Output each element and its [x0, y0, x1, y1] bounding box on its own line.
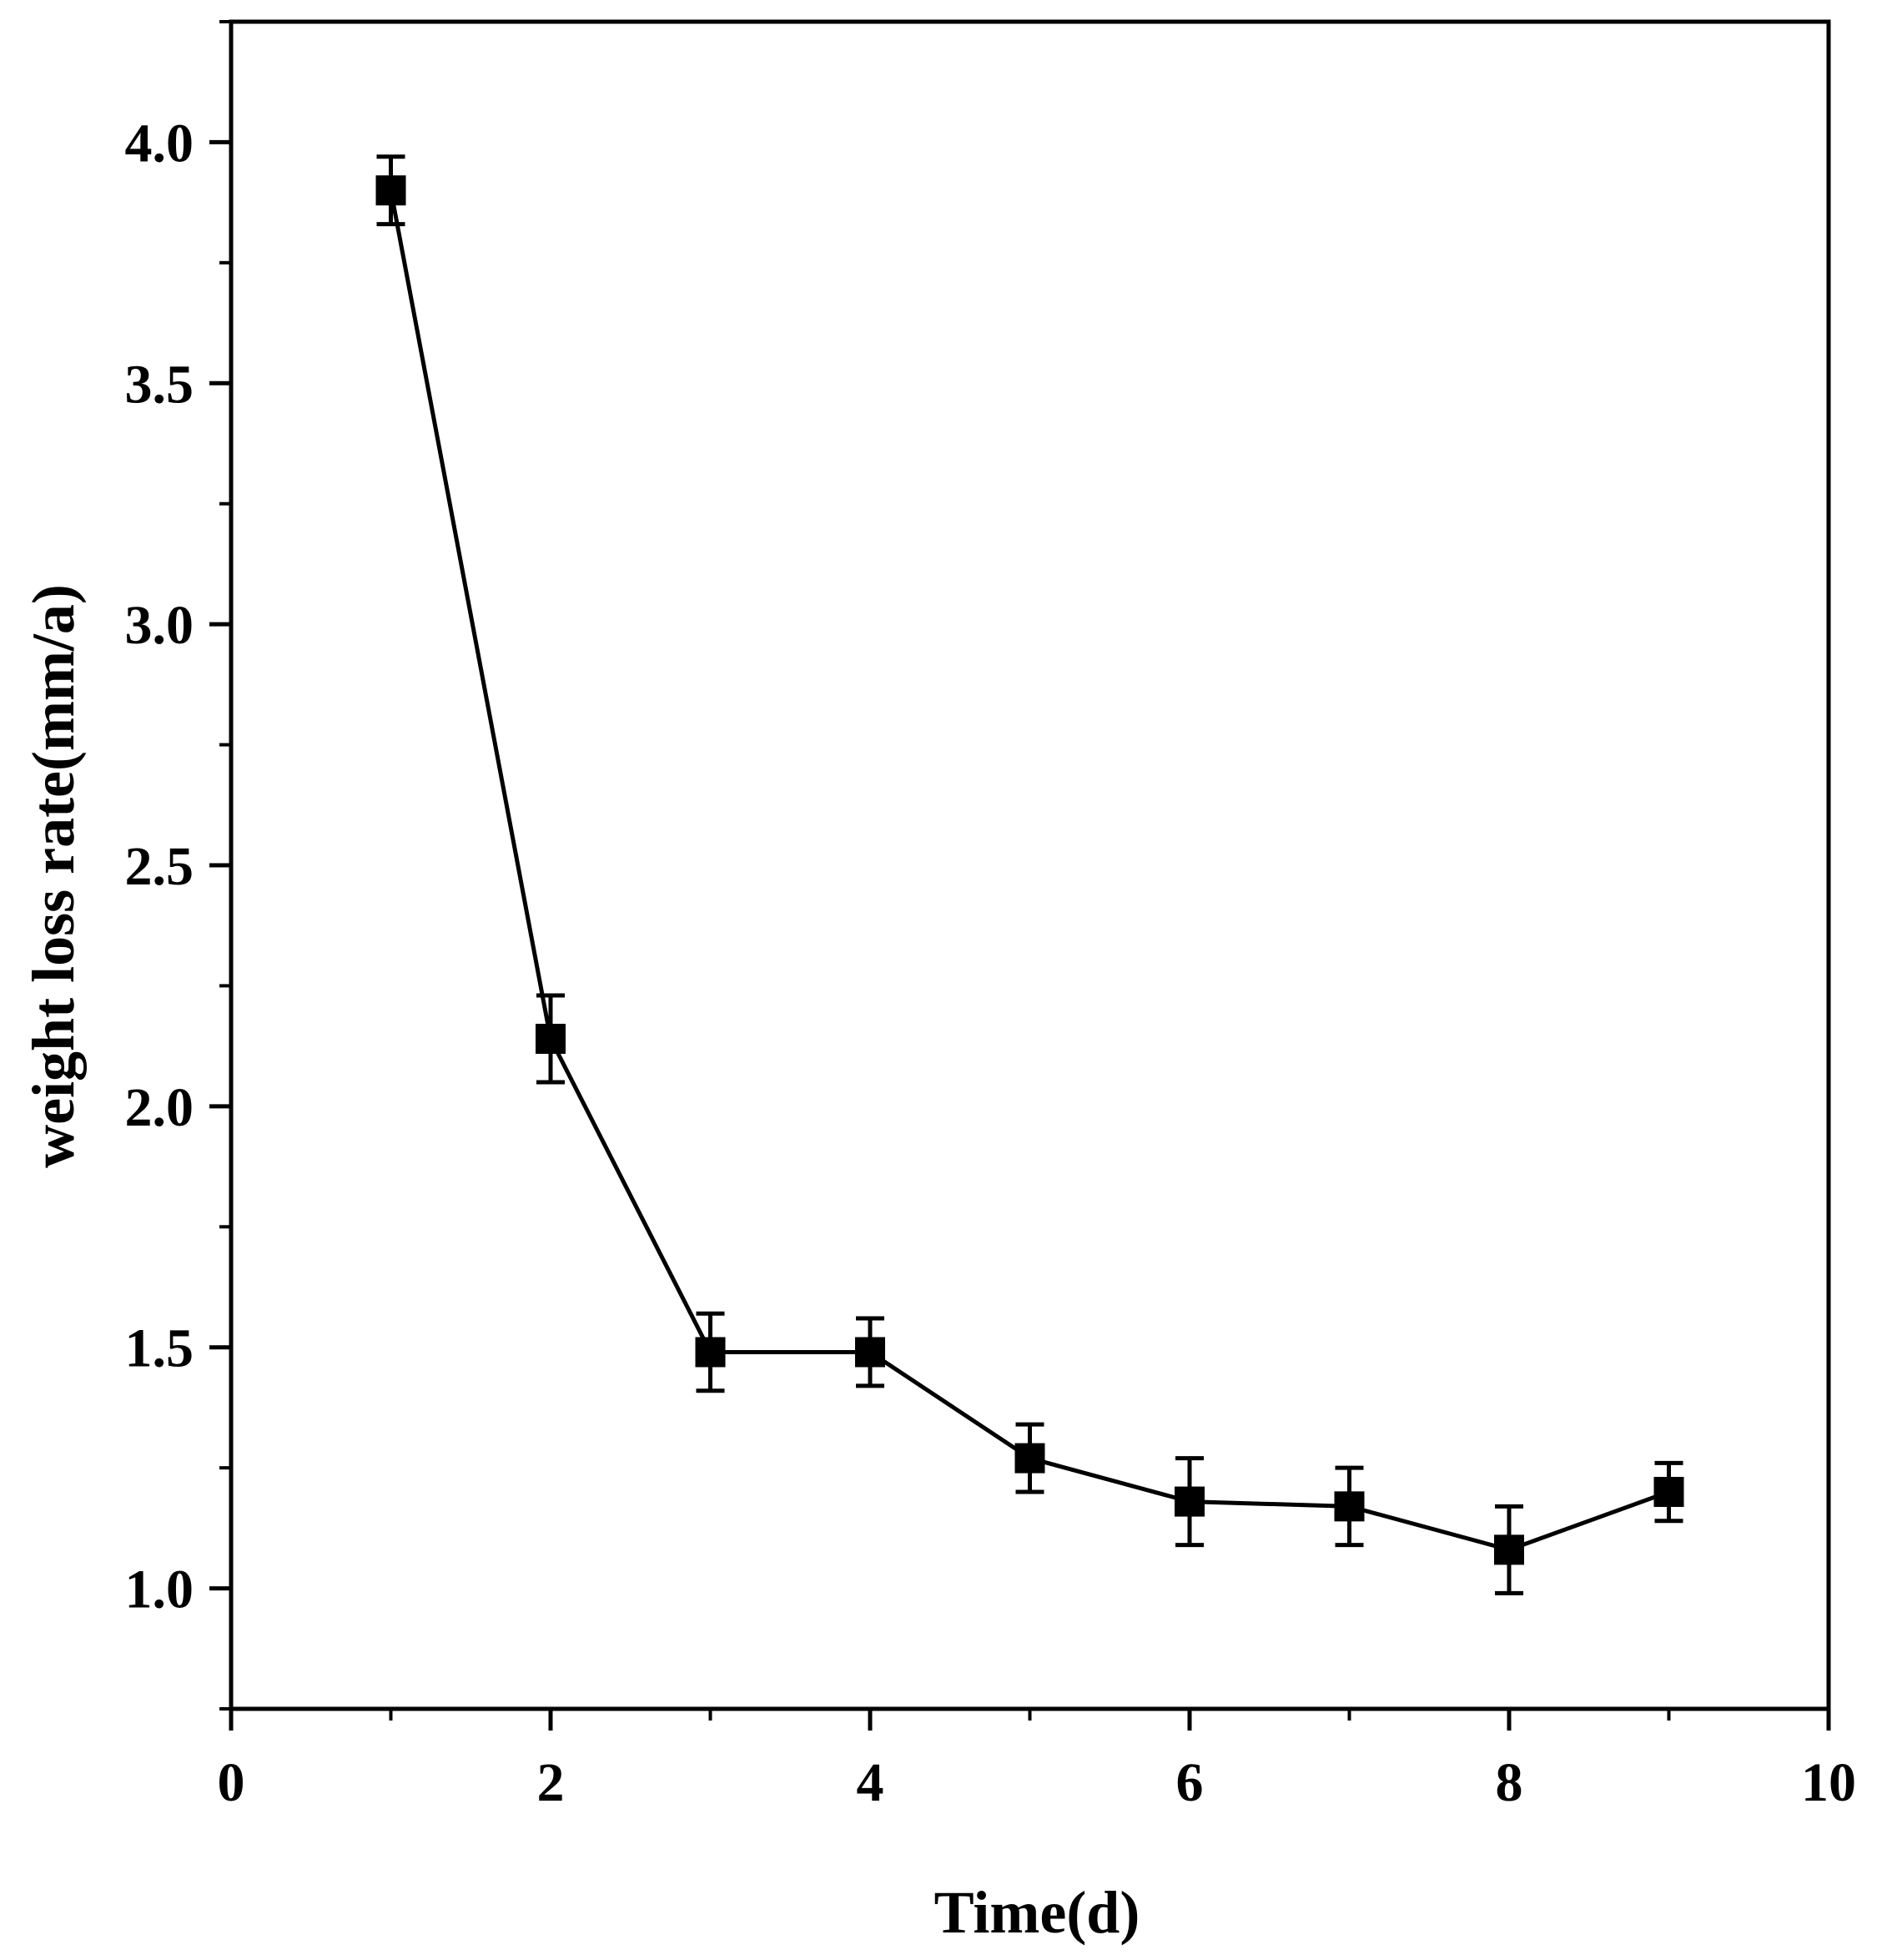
y-tick-label: 3.5	[125, 354, 194, 415]
data-point-marker	[1175, 1486, 1205, 1517]
data-layer	[375, 154, 1684, 1595]
x-tick-label: 8	[1496, 1752, 1523, 1813]
data-point-marker	[1653, 1477, 1684, 1508]
x-tick-label: 4	[857, 1752, 884, 1813]
data-point-marker	[375, 175, 406, 206]
x-tick-label: 0	[218, 1752, 245, 1813]
series-line	[389, 189, 1670, 1552]
x-tick-label: 10	[1801, 1752, 1856, 1813]
y-tick-label: 1.0	[125, 1559, 194, 1620]
axes-layer: 0 2 4 6 8 10 1.0 1.5 2.0 2.5 3.0 3.5 4.0	[125, 19, 1856, 1813]
y-tick-label: 2.5	[125, 836, 194, 897]
x-tick-label: 2	[537, 1752, 565, 1813]
data-point-marker	[695, 1337, 726, 1368]
x-axis-title: Time(d)	[934, 1879, 1140, 1946]
x-tick-label: 6	[1176, 1752, 1204, 1813]
y-tick-label: 1.5	[125, 1318, 194, 1379]
y-axis-title: weight loss rate(mm/a)	[20, 584, 87, 1168]
y-tick-label: 3.0	[125, 595, 194, 656]
data-point-marker	[1494, 1534, 1524, 1565]
data-point-marker	[1334, 1491, 1365, 1522]
data-point-marker	[536, 1023, 566, 1054]
y-tick-label: 2.0	[125, 1077, 194, 1138]
data-point-marker	[855, 1337, 885, 1368]
y-tick-label: 4.0	[125, 113, 194, 174]
data-point-marker	[1014, 1443, 1045, 1474]
